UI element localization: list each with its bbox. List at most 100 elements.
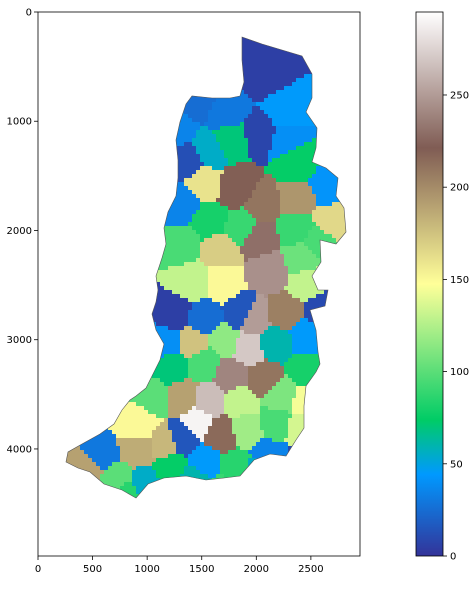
region-cell [264,90,269,95]
region-cell [312,166,317,171]
region-cell [260,170,265,175]
region-cell [272,98,277,103]
region-cell [164,262,169,267]
region-cell [280,126,285,131]
region-cell [264,138,269,143]
region-cell [188,214,193,219]
region-cell [244,74,249,79]
region-cell [196,266,201,271]
region-cell [208,130,213,135]
region-cell [228,286,233,291]
region-cell [268,274,273,279]
region-cell [248,178,253,183]
region-cell [276,290,281,295]
region-cell [252,94,257,99]
region-cell [296,266,301,271]
region-cell [264,70,269,75]
region-cell [256,274,261,279]
region-cell [292,98,297,103]
region-cell [284,54,289,59]
region-cell [296,282,301,287]
region-cell [192,218,197,223]
region-cell [260,166,265,171]
region-cell [196,134,201,139]
region-cell [276,98,281,103]
region-cell [324,178,329,183]
region-cell [192,126,197,131]
region-cell [244,214,249,219]
region-cell [160,278,165,283]
region-cell [280,114,285,119]
region-cell [264,158,269,163]
region-cell [236,286,241,291]
region-cell [260,246,265,251]
region-cell [228,258,233,263]
region-cell [260,214,265,219]
region-cell [188,202,193,207]
region-cell [252,218,257,223]
region-cell [192,282,197,287]
region-cell [244,282,249,287]
region-cell [324,226,329,231]
region-cell [212,234,217,239]
region-cell [320,298,325,303]
region-cell [328,182,333,187]
region-cell [240,242,245,247]
region-cell [292,190,297,195]
region-cell [292,134,297,139]
region-cell [276,234,281,239]
region-cell [232,210,237,215]
region-cell [268,142,273,147]
region-cell [244,158,249,163]
region-cell [292,62,297,67]
region-cell [236,290,241,295]
region-cell [268,246,273,251]
region-cell [244,110,249,115]
region-cell [240,294,245,299]
region-cell [236,254,241,259]
region-cell [176,198,181,203]
region-cell [292,222,297,227]
region-cell [192,122,197,127]
region-cell [284,106,289,111]
region-cell [220,270,225,275]
region-cell [312,194,317,199]
region-cell [200,286,205,291]
region-cell [284,194,289,199]
region-cell [192,230,197,235]
region-cell [256,58,261,63]
region-cell [288,98,293,103]
region-cell [256,222,261,227]
region-cell [260,142,265,147]
region-cell [228,282,233,287]
region-cell [168,266,173,271]
region-cell [332,214,337,219]
region-cell [180,266,185,271]
region-cell [188,114,193,119]
region-cell [168,250,173,255]
region-cell [332,198,337,203]
region-cell [188,150,193,155]
region-cell [292,282,297,287]
region-cell [296,286,301,291]
region-cell [256,238,261,243]
region-cell [224,102,229,107]
region-cell [280,78,285,83]
region-cell [180,282,185,287]
region-cell [312,178,317,183]
region-cell [228,202,233,207]
region-cell [192,198,197,203]
region-cell [208,122,213,127]
region-cell [252,170,257,175]
region-cell [236,206,241,211]
region-cell [220,266,225,271]
region-cell [264,62,269,67]
region-cell [228,278,233,283]
region-cell [244,266,249,271]
region-cell [176,146,181,151]
region-cell [200,246,205,251]
region-cell [196,98,201,103]
region-cell [168,270,173,275]
region-cell [204,178,209,183]
region-cell [268,214,273,219]
